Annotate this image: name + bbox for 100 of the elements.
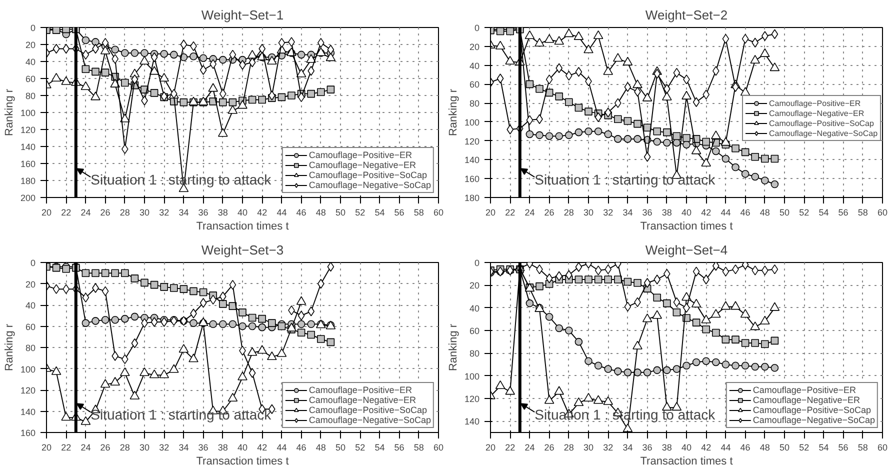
x-tick-label: 30 (139, 442, 150, 452)
legend-label: Camouflage−Positive−ER (752, 385, 856, 395)
y-tick-label: 160 (464, 174, 480, 184)
x-tick-label: 44 (276, 442, 287, 452)
y-axis-title: Ranking r (3, 324, 16, 372)
chart-title: Weight−Set−2 (645, 8, 728, 22)
y-tick-label: 120 (20, 125, 36, 135)
x-tick-label: 36 (642, 208, 652, 218)
x-tick-label: 42 (257, 442, 268, 452)
x-tick-label: 58 (858, 208, 868, 218)
legend-label: Camouflage−Negative−SoCap (308, 415, 431, 425)
y-tick-label: 40 (25, 300, 36, 310)
y-tick-label: 120 (20, 386, 36, 396)
chart-title: Weight−Set−1 (201, 8, 284, 22)
y-tick-label: 140 (464, 416, 480, 427)
chart-title: Weight−Set−4 (645, 242, 728, 258)
legend-label: Camouflage−Positive−ER (308, 150, 412, 160)
x-tick-label: 56 (394, 208, 404, 218)
y-tick-label: 80 (469, 348, 480, 359)
x-tick-label: 58 (414, 208, 424, 218)
x-tick-label: 54 (374, 442, 385, 452)
x-tick-label: 46 (296, 208, 306, 218)
x-tick-label: 42 (701, 442, 712, 452)
y-axis-title: Ranking r (447, 88, 460, 136)
x-tick-label: 54 (374, 208, 385, 218)
x-tick-label: 22 (61, 208, 72, 218)
y-tick-label: 0 (474, 258, 480, 268)
ref-line-label: Situation 1 : starting to attack (534, 171, 716, 188)
legend-label: Camouflage−Negative−SoCap (752, 415, 875, 425)
x-tick-label: 24 (80, 208, 91, 218)
x-tick-label: 48 (760, 208, 770, 218)
x-tick-label: 26 (544, 208, 554, 218)
y-tick-label: 100 (464, 117, 480, 128)
legend-label: Camouflage−Positive−SoCap (769, 118, 874, 128)
y-tick-label: 100 (20, 364, 36, 374)
x-tick-label: 24 (524, 208, 535, 218)
x-tick-label: 38 (218, 442, 228, 452)
x-tick-label: 60 (433, 442, 444, 452)
y-axis-title: Ranking r (447, 324, 460, 372)
x-tick-label: 36 (642, 442, 652, 452)
legend-label: Camouflage−Positive−SoCap (752, 405, 871, 415)
x-tick-label: 52 (799, 442, 810, 452)
legend-label: Camouflage−Positive−ER (769, 98, 861, 108)
y-tick-label: 60 (469, 80, 480, 90)
x-tick-label: 46 (740, 442, 750, 452)
y-tick-label: 120 (464, 394, 480, 404)
x-tick-label: 56 (838, 442, 848, 452)
x-tick-label: 48 (316, 208, 326, 218)
x-tick-label: 58 (414, 442, 424, 452)
x-tick-label: 22 (505, 208, 516, 218)
x-tick-label: 32 (159, 208, 170, 218)
x-tick-label: 26 (544, 442, 554, 452)
x-tick-label: 38 (662, 442, 672, 452)
x-tick-label: 42 (701, 208, 712, 218)
y-tick-label: 140 (20, 142, 36, 152)
y-tick-label: 20 (469, 42, 480, 52)
y-tick-label: 180 (464, 193, 480, 203)
legend-label: Camouflage−Positive−SoCap (308, 170, 427, 180)
y-tick-label: 80 (25, 343, 36, 353)
x-tick-label: 26 (100, 208, 110, 218)
x-tick-label: 32 (603, 208, 614, 218)
y-tick-label: 20 (469, 280, 480, 291)
x-tick-label: 30 (583, 442, 594, 452)
y-tick-label: 40 (469, 60, 480, 71)
x-tick-label: 52 (799, 208, 810, 218)
y-tick-label: 60 (25, 322, 36, 332)
y-tick-label: 100 (20, 108, 36, 118)
y-tick-label: 60 (25, 74, 36, 84)
legend-label: Camouflage−Negative−ER (308, 395, 416, 405)
x-tick-label: 40 (681, 442, 692, 452)
y-tick-label: 100 (464, 371, 480, 382)
x-tick-label: 34 (622, 208, 633, 218)
legend-label: Camouflage−Negative−SoCap (308, 180, 431, 190)
x-tick-label: 36 (198, 208, 208, 218)
y-tick-label: 180 (20, 176, 36, 186)
legend-label: Camouflage−Negative−ER (308, 160, 416, 170)
legend-label: Camouflage−Positive−SoCap (308, 405, 427, 415)
x-tick-label: 46 (296, 442, 306, 452)
x-tick-label: 22 (505, 442, 516, 452)
y-tick-label: 20 (25, 279, 36, 290)
x-tick-label: 50 (335, 442, 346, 452)
y-axis-title: Ranking r (3, 88, 16, 136)
x-tick-label: 40 (681, 208, 692, 218)
x-tick-label: 20 (41, 208, 52, 218)
x-tick-label: 40 (237, 208, 248, 218)
x-tick-label: 38 (662, 208, 672, 218)
x-tick-label: 22 (61, 442, 72, 452)
x-tick-label: 60 (433, 208, 444, 218)
x-tick-label: 40 (237, 442, 248, 452)
x-tick-label: 48 (316, 442, 326, 452)
x-tick-label: 42 (257, 208, 268, 218)
x-tick-label: 50 (779, 208, 790, 218)
x-tick-label: 30 (583, 208, 594, 218)
legend-label: Camouflage−Negative−SoCap (769, 128, 878, 138)
x-tick-label: 44 (276, 208, 287, 218)
x-tick-label: 44 (720, 208, 731, 218)
x-axis-title: Transaction times t (196, 220, 289, 232)
x-tick-label: 60 (877, 208, 888, 218)
x-axis-title: Transaction times t (196, 456, 289, 468)
y-tick-label: 0 (30, 23, 36, 33)
